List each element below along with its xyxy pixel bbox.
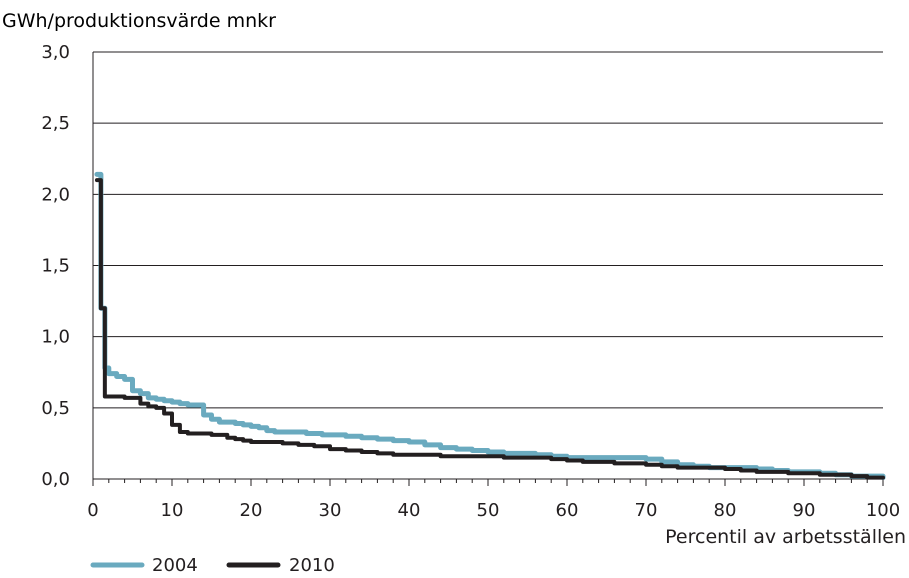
- x-tick-label: 30: [319, 500, 342, 521]
- y-axis-title: GWh/produktionsvärde mnkr: [2, 10, 276, 32]
- x-tick-label: 90: [793, 500, 816, 521]
- legend-label-2010: 2010: [289, 555, 335, 576]
- y-tick-label: 0,5: [41, 398, 70, 419]
- y-tick-label: 3,0: [41, 42, 70, 63]
- y-tick-label: 2,0: [41, 184, 70, 205]
- x-tick-label: 80: [714, 500, 737, 521]
- y-tick-label: 1,5: [41, 256, 70, 277]
- x-tick-label: 60: [556, 500, 579, 521]
- y-tick-label: 2,5: [41, 113, 70, 134]
- x-axis-title: Percentil av arbetsställen: [665, 526, 906, 548]
- series-line-2010: [94, 178, 885, 480]
- x-tick-label: 40: [398, 500, 421, 521]
- legend: 2004 2010: [90, 555, 335, 576]
- x-tick-label: 100: [866, 500, 900, 521]
- y-axis-ticks: 0,0 0,5 1,0 1,5 2,0 2,5 3,0: [41, 42, 70, 490]
- x-tick-label: 70: [635, 500, 658, 521]
- series-lines: [94, 171, 886, 481]
- x-tick-label: 50: [477, 500, 500, 521]
- gridlines: [92, 51, 883, 479]
- x-tick-label: 20: [240, 500, 263, 521]
- y-tick-label: 0,0: [41, 469, 70, 490]
- y-tick-label: 1,0: [41, 327, 70, 348]
- x-tick-label: 0: [87, 500, 98, 521]
- x-tick-label: 10: [161, 500, 184, 521]
- legend-label-2004: 2004: [152, 555, 198, 576]
- series-line-2004: [94, 171, 886, 481]
- x-axis: 0 10 20 30 40 50 60 70 80 90 100: [87, 478, 900, 521]
